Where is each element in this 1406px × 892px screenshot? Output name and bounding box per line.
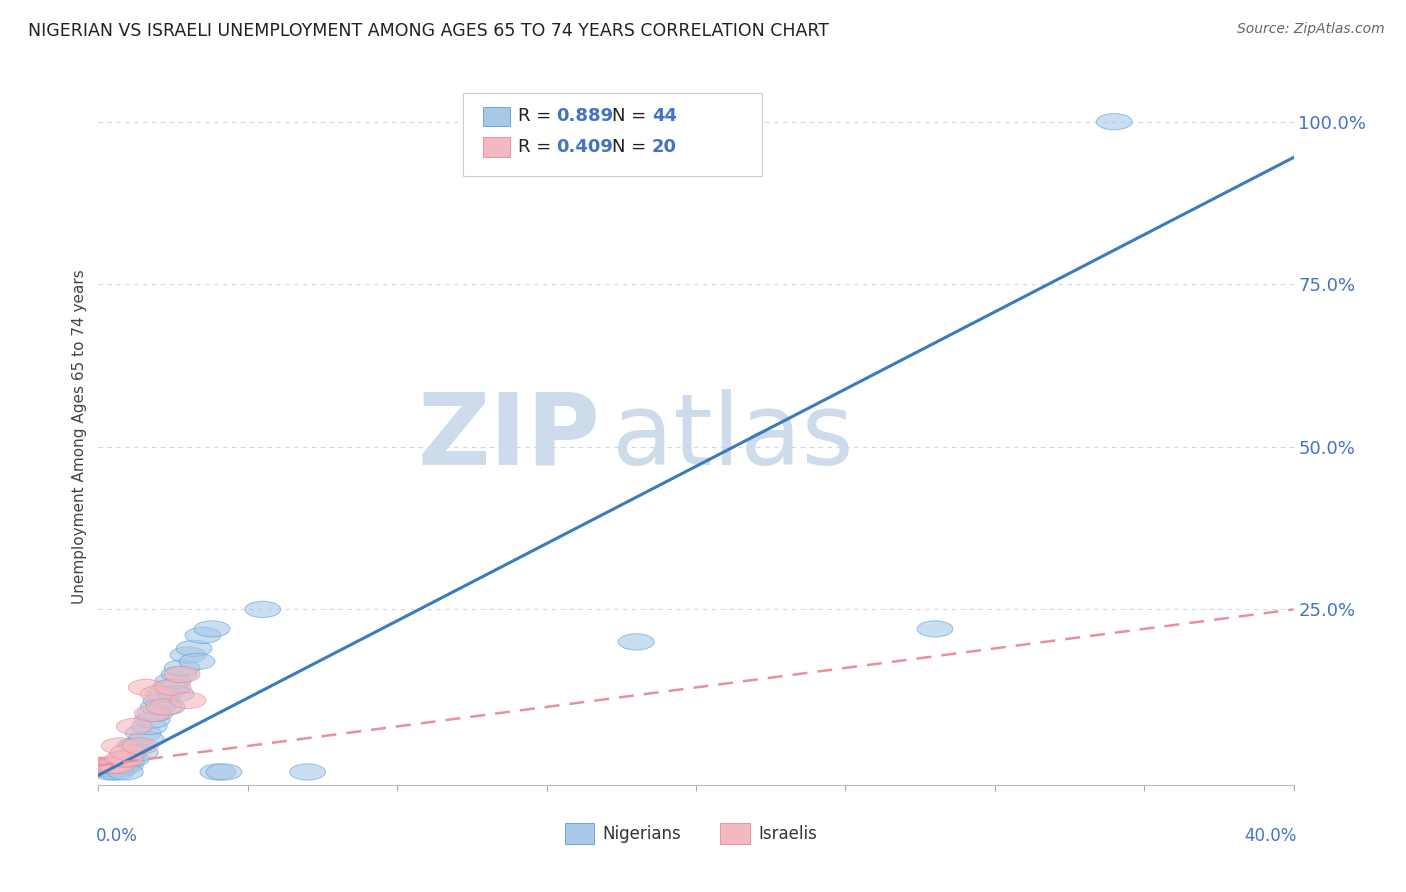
Ellipse shape bbox=[194, 621, 231, 637]
Ellipse shape bbox=[245, 601, 281, 617]
Ellipse shape bbox=[170, 692, 207, 708]
Ellipse shape bbox=[165, 666, 200, 682]
Ellipse shape bbox=[138, 706, 173, 722]
Ellipse shape bbox=[80, 761, 117, 777]
Ellipse shape bbox=[128, 731, 165, 747]
Ellipse shape bbox=[619, 634, 654, 650]
Text: Israelis: Israelis bbox=[758, 825, 817, 843]
Ellipse shape bbox=[1097, 113, 1132, 130]
Text: N =: N = bbox=[613, 107, 652, 126]
Ellipse shape bbox=[107, 751, 143, 767]
FancyBboxPatch shape bbox=[484, 106, 509, 126]
Ellipse shape bbox=[149, 698, 186, 715]
Y-axis label: Unemployment Among Ages 65 to 74 years: Unemployment Among Ages 65 to 74 years bbox=[72, 269, 87, 605]
Ellipse shape bbox=[93, 764, 128, 780]
Ellipse shape bbox=[146, 686, 183, 702]
Text: 40.0%: 40.0% bbox=[1244, 827, 1296, 846]
Text: R =: R = bbox=[517, 107, 557, 126]
Ellipse shape bbox=[101, 761, 138, 777]
Ellipse shape bbox=[155, 673, 191, 689]
Text: 44: 44 bbox=[652, 107, 676, 126]
Ellipse shape bbox=[162, 666, 197, 682]
FancyBboxPatch shape bbox=[463, 93, 762, 177]
Ellipse shape bbox=[917, 621, 953, 637]
Ellipse shape bbox=[110, 751, 146, 767]
FancyBboxPatch shape bbox=[720, 823, 749, 844]
Ellipse shape bbox=[93, 757, 128, 773]
Ellipse shape bbox=[290, 764, 326, 780]
Text: N =: N = bbox=[613, 138, 652, 156]
Ellipse shape bbox=[117, 738, 152, 754]
Ellipse shape bbox=[96, 757, 131, 773]
Ellipse shape bbox=[107, 757, 143, 773]
Ellipse shape bbox=[200, 764, 236, 780]
Ellipse shape bbox=[131, 718, 167, 735]
Ellipse shape bbox=[87, 761, 122, 777]
Ellipse shape bbox=[98, 761, 135, 777]
Ellipse shape bbox=[141, 698, 176, 715]
Ellipse shape bbox=[120, 738, 155, 754]
Ellipse shape bbox=[155, 680, 191, 696]
Ellipse shape bbox=[90, 761, 125, 777]
Text: 20: 20 bbox=[652, 138, 676, 156]
Ellipse shape bbox=[98, 764, 135, 780]
Ellipse shape bbox=[176, 640, 212, 657]
Text: Source: ZipAtlas.com: Source: ZipAtlas.com bbox=[1237, 22, 1385, 37]
Ellipse shape bbox=[179, 653, 215, 670]
Ellipse shape bbox=[125, 725, 162, 741]
Ellipse shape bbox=[170, 647, 207, 663]
Text: atlas: atlas bbox=[613, 389, 853, 485]
Ellipse shape bbox=[107, 764, 143, 780]
Text: R =: R = bbox=[517, 138, 557, 156]
Text: ZIP: ZIP bbox=[418, 389, 600, 485]
Ellipse shape bbox=[87, 757, 122, 773]
Ellipse shape bbox=[159, 686, 194, 702]
Ellipse shape bbox=[128, 680, 165, 696]
Ellipse shape bbox=[98, 757, 135, 773]
Ellipse shape bbox=[110, 744, 146, 761]
Text: Nigerians: Nigerians bbox=[603, 825, 682, 843]
Ellipse shape bbox=[101, 738, 138, 754]
FancyBboxPatch shape bbox=[484, 137, 509, 157]
Text: 0.409: 0.409 bbox=[557, 138, 613, 156]
Ellipse shape bbox=[117, 718, 152, 735]
Ellipse shape bbox=[104, 757, 141, 773]
Ellipse shape bbox=[122, 744, 159, 761]
Ellipse shape bbox=[146, 698, 183, 715]
Ellipse shape bbox=[96, 761, 131, 777]
Ellipse shape bbox=[135, 712, 170, 728]
Ellipse shape bbox=[152, 680, 188, 696]
FancyBboxPatch shape bbox=[565, 823, 595, 844]
Ellipse shape bbox=[80, 757, 117, 773]
Ellipse shape bbox=[165, 660, 200, 676]
Ellipse shape bbox=[122, 738, 159, 754]
Text: 0.889: 0.889 bbox=[557, 107, 613, 126]
Ellipse shape bbox=[83, 761, 120, 777]
Ellipse shape bbox=[83, 757, 120, 773]
Ellipse shape bbox=[93, 761, 128, 777]
Ellipse shape bbox=[143, 692, 179, 708]
Ellipse shape bbox=[207, 764, 242, 780]
Ellipse shape bbox=[90, 757, 125, 773]
Ellipse shape bbox=[114, 751, 149, 767]
Ellipse shape bbox=[104, 751, 141, 767]
Ellipse shape bbox=[141, 686, 176, 702]
Text: NIGERIAN VS ISRAELI UNEMPLOYMENT AMONG AGES 65 TO 74 YEARS CORRELATION CHART: NIGERIAN VS ISRAELI UNEMPLOYMENT AMONG A… bbox=[28, 22, 830, 40]
Ellipse shape bbox=[186, 627, 221, 643]
Text: 0.0%: 0.0% bbox=[96, 827, 138, 846]
Ellipse shape bbox=[135, 706, 170, 722]
